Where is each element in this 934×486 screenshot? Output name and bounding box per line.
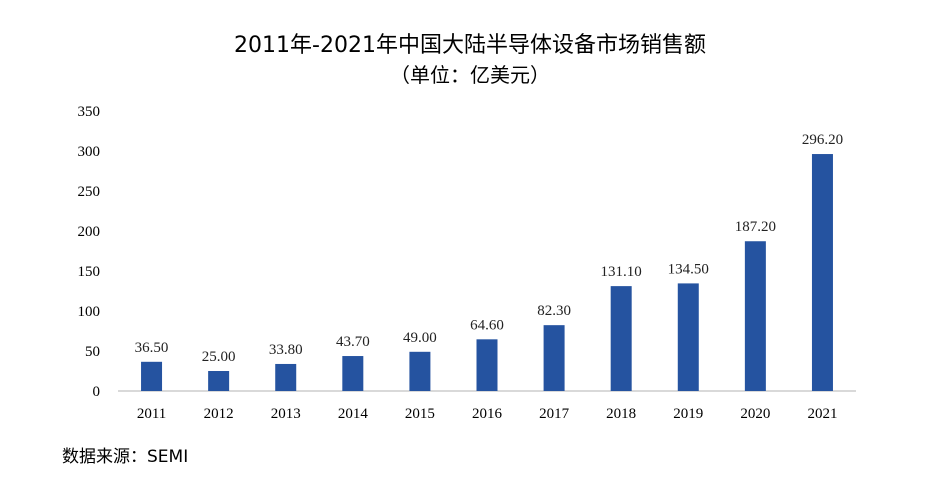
data-label-2012: 25.00 <box>202 349 236 365</box>
y-tick-label: 350 <box>78 104 101 120</box>
y-tick-label: 50 <box>85 344 100 360</box>
y-tick-label: 150 <box>78 264 101 280</box>
x-tick-label-2020: 2020 <box>740 406 770 422</box>
y-tick-label: 100 <box>78 304 101 320</box>
bar-2015 <box>409 351 431 391</box>
bar-2013 <box>275 363 297 391</box>
chart-title: 2011年-2021年中国大陆半导体设备市场销售额 <box>234 33 706 58</box>
x-tick-label-2021: 2021 <box>807 406 837 422</box>
data-label-2013: 33.80 <box>269 342 303 358</box>
x-tick-label-2015: 2015 <box>405 406 435 422</box>
y-tick-label: 250 <box>78 184 101 200</box>
chart: 2011年-2021年中国大陆半导体设备市场销售额 （单位：亿美元） 0 50 10… <box>78 33 856 422</box>
data-label-2019: 134.50 <box>668 261 709 277</box>
y-tick-label: 200 <box>78 224 101 240</box>
y-tick-label: 0 <box>93 384 101 400</box>
data-label-2018: 131.10 <box>601 264 642 280</box>
data-label-2017: 82.30 <box>537 303 571 319</box>
bar-2017 <box>543 325 565 391</box>
data-label-2015: 49.00 <box>403 330 437 346</box>
bar-2019 <box>677 283 699 391</box>
x-tick-label-2013: 2013 <box>271 406 301 422</box>
x-tick-label-2018: 2018 <box>606 406 636 422</box>
y-tick-label: 300 <box>78 144 101 160</box>
source-note: 数据来源：SEMI <box>62 447 189 467</box>
data-label-2020: 187.20 <box>735 219 776 235</box>
bar-2021 <box>811 154 833 391</box>
x-tick-label-2016: 2016 <box>472 406 503 422</box>
x-tick-label-2017: 2017 <box>539 406 570 422</box>
x-tick-label-2011: 2011 <box>137 406 166 422</box>
bar-2016 <box>476 339 498 391</box>
x-tick-label-2014: 2014 <box>338 406 369 422</box>
x-tick-label-2012: 2012 <box>204 406 234 422</box>
bar-2020 <box>744 241 766 391</box>
x-tick-label-2019: 2019 <box>673 406 703 422</box>
chart-subtitle: （单位：亿美元） <box>390 63 550 87</box>
bar-2014 <box>342 356 364 391</box>
data-label-2021: 296.20 <box>802 132 843 148</box>
data-label-2014: 43.70 <box>336 334 370 350</box>
bar-2012 <box>208 371 230 391</box>
bar-2011 <box>141 361 163 391</box>
data-label-2016: 64.60 <box>470 317 504 333</box>
bar-2018 <box>610 286 632 391</box>
data-label-2011: 36.50 <box>135 340 169 356</box>
